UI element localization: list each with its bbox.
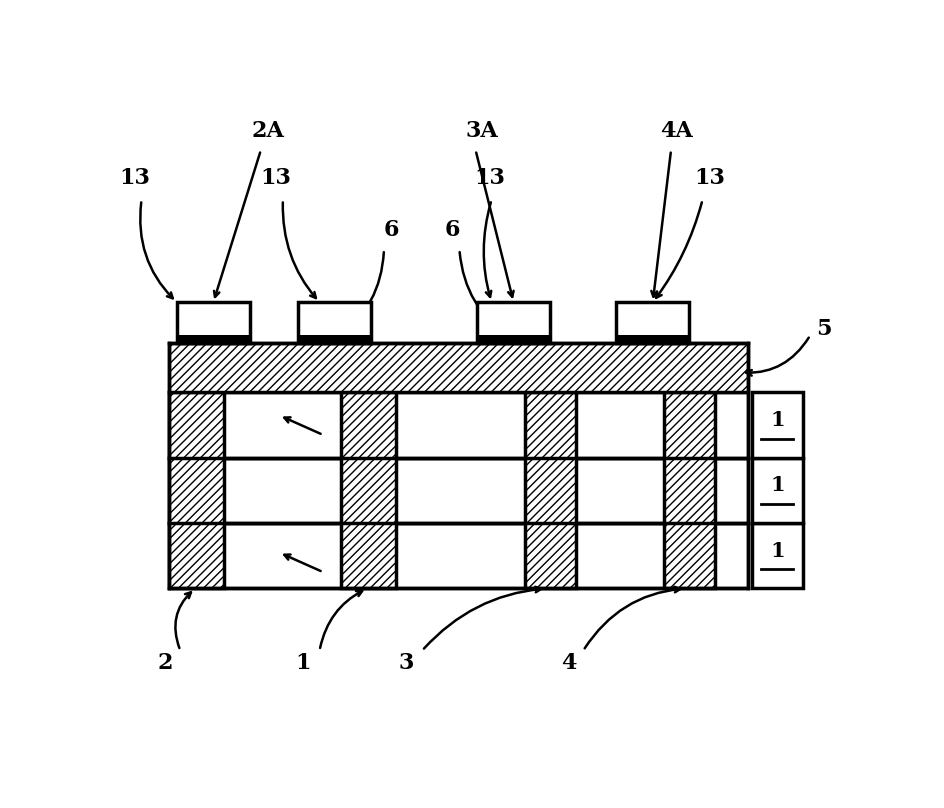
Text: 13: 13: [694, 167, 725, 189]
Bar: [169, 523, 748, 588]
Text: 1: 1: [769, 475, 784, 495]
Bar: [169, 393, 748, 458]
Bar: [341, 393, 396, 588]
Text: 6: 6: [444, 219, 460, 242]
Text: 6: 6: [383, 219, 398, 242]
Text: 4A: 4A: [660, 120, 693, 141]
Text: 2: 2: [158, 652, 174, 674]
Text: 1: 1: [769, 541, 784, 561]
Bar: [524, 393, 575, 588]
Bar: [615, 335, 689, 343]
Text: 13: 13: [260, 167, 291, 189]
Text: 5: 5: [816, 318, 831, 340]
Text: 3A: 3A: [465, 120, 498, 141]
Bar: [169, 458, 748, 523]
Bar: [297, 335, 370, 343]
Bar: [615, 302, 689, 343]
Bar: [663, 393, 715, 588]
Bar: [297, 302, 370, 343]
Text: 1: 1: [295, 652, 311, 674]
Text: 13: 13: [474, 167, 505, 189]
Bar: [750, 523, 802, 588]
Text: 2A: 2A: [251, 120, 284, 141]
Bar: [750, 393, 802, 458]
Bar: [477, 335, 549, 343]
Bar: [169, 343, 748, 393]
Bar: [169, 393, 224, 588]
Bar: [750, 458, 802, 523]
Bar: [177, 335, 249, 343]
Text: 3: 3: [397, 652, 413, 674]
Text: 4: 4: [560, 652, 576, 674]
Bar: [177, 302, 249, 343]
Text: 13: 13: [119, 167, 150, 189]
Bar: [477, 302, 549, 343]
Text: 1: 1: [769, 410, 784, 430]
